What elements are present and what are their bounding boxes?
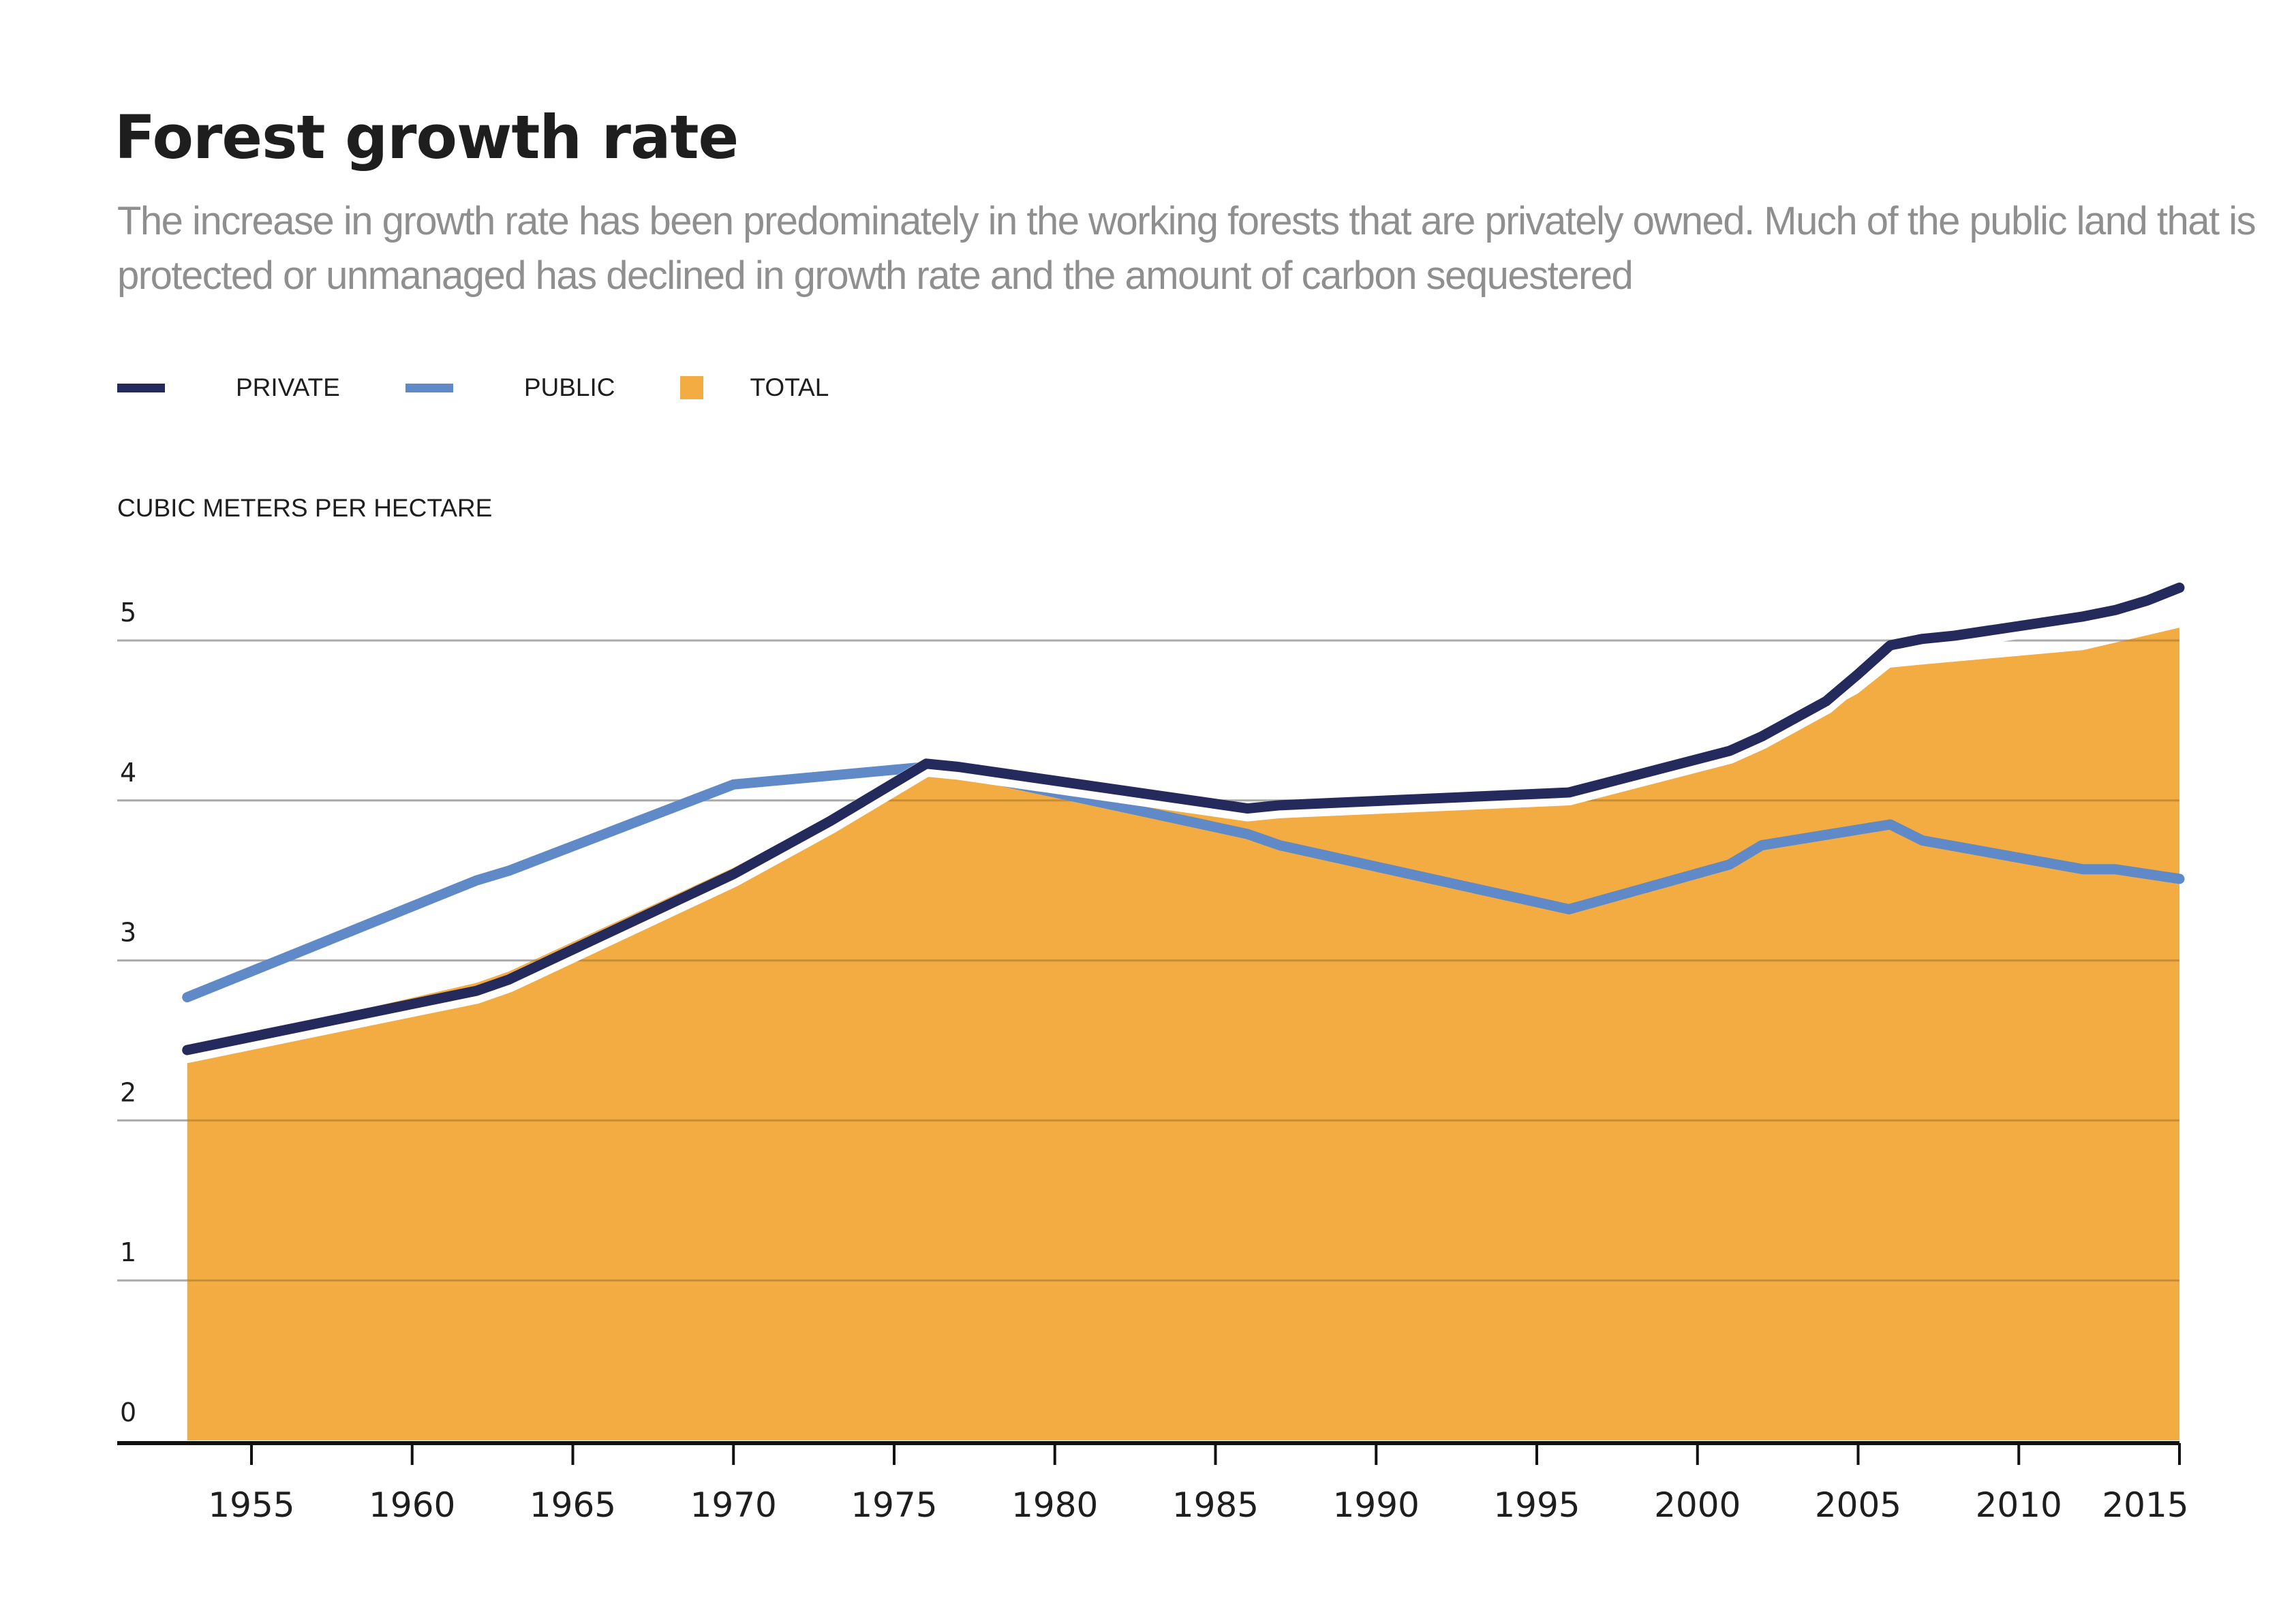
x-axis: 1955 1960 1965 1970 1975 1980 1985 1990 1995 2000… bbox=[117, 1441, 2189, 1525]
x-tick-label: 1970 bbox=[690, 1485, 777, 1525]
x-tick-label: 2010 bbox=[1976, 1485, 2062, 1525]
y-axis: 0 1 2 3 4 5 bbox=[120, 598, 136, 1427]
chart-subtitle: The increase in growth rate has been pre… bbox=[117, 199, 2256, 298]
legend: PRIVATE PUBLIC TOTAL bbox=[117, 373, 894, 402]
x-tick-label: 1980 bbox=[1011, 1485, 1098, 1525]
area-layer bbox=[187, 628, 2180, 1440]
legend-item-private: PRIVATE bbox=[117, 373, 340, 402]
line-layer bbox=[178, 583, 2188, 1064]
y-tick-label: 5 bbox=[120, 598, 136, 628]
legend-item-total: TOTAL bbox=[680, 373, 829, 402]
chart-title: Forest growth rate bbox=[114, 102, 739, 172]
legend-label-public: PUBLIC bbox=[523, 373, 615, 401]
x-tick-label: 2015 bbox=[2102, 1485, 2188, 1525]
y-tick-label: 3 bbox=[120, 918, 136, 948]
x-tick-label: 1995 bbox=[1493, 1485, 1580, 1525]
legend-label-private: PRIVATE bbox=[236, 373, 340, 401]
x-tick-label: 1990 bbox=[1333, 1485, 1420, 1525]
y-tick-label: 2 bbox=[120, 1077, 136, 1107]
x-tick-label: 1960 bbox=[369, 1485, 455, 1525]
gridlines-over-area bbox=[117, 639, 2179, 1282]
x-tick-label: 1955 bbox=[208, 1485, 294, 1525]
y-tick-label: 0 bbox=[120, 1397, 136, 1427]
y-tick-label: 4 bbox=[120, 758, 136, 788]
x-tick-label: 1985 bbox=[1172, 1485, 1259, 1525]
legend-swatch-public bbox=[405, 383, 453, 392]
public-line bbox=[182, 761, 2185, 1003]
x-tick-label: 1965 bbox=[530, 1485, 616, 1525]
y-tick-label: 1 bbox=[120, 1237, 136, 1267]
total-area bbox=[187, 628, 2180, 1440]
x-tick-label: 2005 bbox=[1815, 1485, 1901, 1525]
legend-item-public: PUBLIC bbox=[405, 373, 615, 402]
legend-swatch-private bbox=[117, 383, 165, 392]
y-axis-label: CUBIC METERS PER HECTARE bbox=[117, 494, 493, 522]
legend-label-total: TOTAL bbox=[750, 373, 829, 401]
legend-swatch-total bbox=[680, 376, 704, 399]
x-tick-label: 2000 bbox=[1654, 1485, 1741, 1525]
x-tick-label: 1975 bbox=[851, 1485, 937, 1525]
